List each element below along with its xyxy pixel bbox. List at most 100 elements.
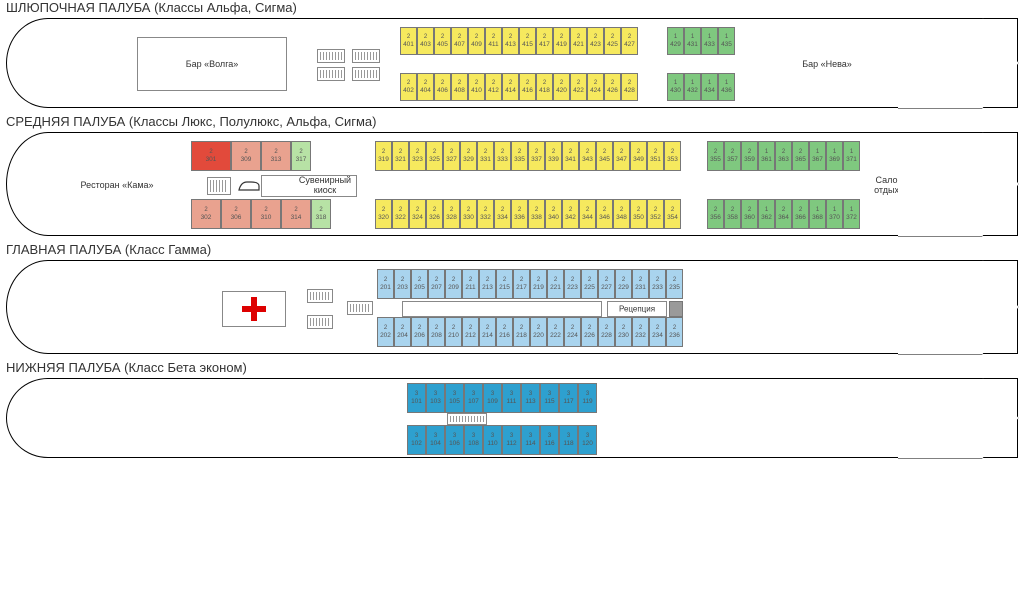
cabin-capacity: 2 bbox=[467, 149, 470, 156]
stairs-icon bbox=[352, 67, 380, 81]
cabin: 2420 bbox=[553, 73, 570, 101]
cabin-number: 371 bbox=[846, 156, 857, 163]
cabin: 2226 bbox=[581, 317, 598, 347]
cabin: 3115 bbox=[540, 383, 559, 413]
cabin: 2229 bbox=[615, 269, 632, 299]
cabin-number: 322 bbox=[395, 214, 406, 221]
cabin-capacity: 3 bbox=[510, 433, 513, 440]
cabin-number: 220 bbox=[533, 332, 544, 339]
cabin-number: 358 bbox=[727, 214, 738, 221]
cabin-number: 343 bbox=[582, 156, 593, 163]
cabin-capacity: 2 bbox=[656, 277, 659, 284]
cabin: 2363 bbox=[775, 141, 792, 171]
cabin-number: 416 bbox=[522, 87, 533, 94]
cabin: 2348 bbox=[613, 199, 630, 229]
cabin: 2406 bbox=[434, 73, 451, 101]
cabin: 2223 bbox=[564, 269, 581, 299]
cabin-capacity: 3 bbox=[472, 433, 475, 440]
cabin-capacity: 2 bbox=[571, 277, 574, 284]
cabin-number: 109 bbox=[487, 398, 498, 405]
cabin: 2358 bbox=[724, 199, 741, 229]
cabin-number: 114 bbox=[525, 440, 535, 447]
cabin: 2206 bbox=[411, 317, 428, 347]
cabin: 2360 bbox=[741, 199, 758, 229]
cabin-capacity: 3 bbox=[586, 433, 589, 440]
cabin-number: 346 bbox=[599, 214, 610, 221]
cabin: 2423 bbox=[587, 27, 604, 55]
cabin-capacity: 2 bbox=[441, 34, 444, 41]
cabin-number: 424 bbox=[590, 87, 601, 94]
cabin: 3104 bbox=[426, 425, 445, 455]
cabin-capacity: 2 bbox=[605, 277, 608, 284]
cabin: 2338 bbox=[528, 199, 545, 229]
cabin-number: 409 bbox=[471, 41, 482, 48]
cabin: 1431 bbox=[684, 27, 701, 55]
cabin-capacity: 2 bbox=[671, 149, 674, 156]
cabin-capacity: 2 bbox=[569, 149, 572, 156]
cabin: 2341 bbox=[562, 141, 579, 171]
cabin-number: 340 bbox=[548, 214, 559, 221]
cabin-number: 426 bbox=[607, 87, 618, 94]
cabin: 2417 bbox=[536, 27, 553, 55]
cabin-capacity: 2 bbox=[535, 149, 538, 156]
cabin: 2366 bbox=[792, 199, 809, 229]
cabin-capacity: 2 bbox=[234, 207, 237, 214]
cabin: 2347 bbox=[613, 141, 630, 171]
cabin-number: 417 bbox=[539, 41, 550, 48]
cabin: 2214 bbox=[479, 317, 496, 347]
cabin-capacity: 1 bbox=[674, 80, 677, 87]
cabin-capacity: 1 bbox=[765, 207, 768, 214]
cabin-capacity: 3 bbox=[586, 391, 589, 398]
cabin-number: 363 bbox=[778, 156, 789, 163]
cabin-number: 339 bbox=[548, 156, 559, 163]
cabin-capacity: 1 bbox=[833, 149, 836, 156]
cabin-number: 324 bbox=[412, 214, 423, 221]
cabin-number: 334 bbox=[497, 214, 508, 221]
cabin-number: 229 bbox=[618, 284, 629, 291]
cabin-capacity: 2 bbox=[639, 325, 642, 332]
cabin-capacity: 2 bbox=[509, 34, 512, 41]
deck-title: СРЕДНЯЯ ПАЛУБА (Классы Люкс, Полулюкс, А… bbox=[0, 114, 1024, 129]
cabin: 2318 bbox=[311, 199, 331, 229]
cabin-number: 361 bbox=[761, 156, 772, 163]
cabin: 2203 bbox=[394, 269, 411, 299]
cabin-number: 368 bbox=[812, 214, 823, 221]
cabin: 2408 bbox=[451, 73, 468, 101]
deck-lower: НИЖНЯЯ ПАЛУБА (Класс Бета эконом) 310131… bbox=[0, 360, 1024, 458]
cabin-capacity: 2 bbox=[543, 34, 546, 41]
stairs-icon bbox=[347, 301, 373, 315]
cabin-capacity: 2 bbox=[611, 34, 614, 41]
stairs-icon bbox=[352, 49, 380, 63]
cabin-capacity: 3 bbox=[510, 391, 513, 398]
cabin: 2346 bbox=[596, 199, 613, 229]
cabin: 1370 bbox=[826, 199, 843, 229]
cabin-capacity: 3 bbox=[434, 433, 437, 440]
cabin-capacity: 1 bbox=[765, 149, 768, 156]
cabin-number: 101 bbox=[411, 398, 422, 405]
cabin: 2306 bbox=[221, 199, 251, 229]
cabin-number: 353 bbox=[667, 156, 678, 163]
ship-hull: Рецепция 2201220322052207220922112213221… bbox=[6, 260, 1018, 354]
cabin-capacity: 2 bbox=[503, 277, 506, 284]
cabin: 2228 bbox=[598, 317, 615, 347]
cabin: 1433 bbox=[701, 27, 718, 55]
cabin: 2428 bbox=[621, 73, 638, 101]
cabin: 3112 bbox=[502, 425, 521, 455]
cabin: 3103 bbox=[426, 383, 445, 413]
cabin-capacity: 2 bbox=[467, 207, 470, 214]
cabin-number: 344 bbox=[582, 214, 593, 221]
cabin-capacity: 2 bbox=[594, 34, 597, 41]
cabin: 2205 bbox=[411, 269, 428, 299]
cabin-number: 372 bbox=[846, 214, 857, 221]
cabin-capacity: 2 bbox=[469, 277, 472, 284]
cabin-number: 429 bbox=[670, 41, 681, 48]
cabin: 2337 bbox=[528, 141, 545, 171]
cabin-capacity: 2 bbox=[401, 277, 404, 284]
cabin: 2331 bbox=[477, 141, 494, 171]
cabin-row: 2202220422062208221022122214221622182220… bbox=[377, 317, 683, 347]
cabin: 2225 bbox=[581, 269, 598, 299]
cabin-number: 201 bbox=[380, 284, 391, 291]
cabin-number: 225 bbox=[584, 284, 595, 291]
cabin-capacity: 2 bbox=[552, 149, 555, 156]
cabin-number: 408 bbox=[454, 87, 465, 94]
